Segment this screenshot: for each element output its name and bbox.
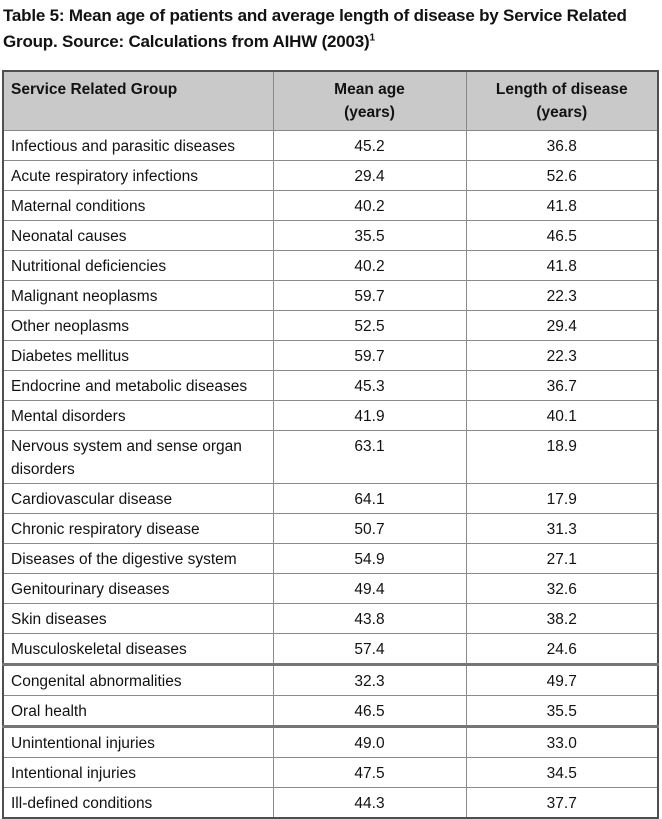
service-related-group-cell: Neonatal causes xyxy=(2,219,274,251)
column-header-service-related-group: Service Related Group xyxy=(2,70,274,131)
mean-age-cell: 50.7 xyxy=(272,512,467,544)
mean-age-cell: 57.4 xyxy=(272,632,467,665)
mean-age-cell: 29.4 xyxy=(272,159,467,191)
length-of-disease-cell: 32.6 xyxy=(465,572,659,604)
length-of-disease-cell: 49.7 xyxy=(465,662,659,696)
table-row: Other neoplasms 52.5 29.4 xyxy=(2,309,659,341)
table-row: Diabetes mellitus 59.7 22.3 xyxy=(2,339,659,371)
table-caption-text: Table 5: Mean age of patients and averag… xyxy=(3,6,627,51)
service-related-group-cell: Oral health xyxy=(2,694,274,727)
service-related-group-cell: Maternal conditions xyxy=(2,189,274,221)
column-header-mean-age: Mean age (years) xyxy=(272,70,467,131)
table-row: Neonatal causes 35.5 46.5 xyxy=(2,219,659,251)
length-of-disease-cell: 46.5 xyxy=(465,219,659,251)
length-of-disease-cell: 18.9 xyxy=(465,429,659,484)
mean-age-cell: 59.7 xyxy=(272,279,467,311)
column-header-label: Length of disease xyxy=(495,81,628,98)
table-row: Oral health 46.5 35.5 xyxy=(2,694,659,727)
mean-age-cell: 35.5 xyxy=(272,219,467,251)
header-row: Service Related Group Mean age (years) L… xyxy=(2,70,659,131)
table-row: Infectious and parasitic diseases 45.2 36.… xyxy=(2,129,659,161)
service-related-group-cell: Cardiovascular disease xyxy=(2,482,274,514)
length-of-disease-cell: 52.6 xyxy=(465,159,659,191)
service-related-group-cell: Skin diseases xyxy=(2,602,274,634)
length-of-disease-cell: 24.6 xyxy=(465,632,659,665)
mean-age-cell: 52.5 xyxy=(272,309,467,341)
length-of-disease-cell: 41.8 xyxy=(465,189,659,221)
table-row: Malignant neoplasms 59.7 22.3 xyxy=(2,279,659,311)
mean-age-cell: 41.9 xyxy=(272,399,467,431)
table-row: Mental disorders 41.9 40.1 xyxy=(2,399,659,431)
column-header-label: Service Related Group xyxy=(11,81,178,98)
table-row: Acute respiratory infections 29.4 52.6 xyxy=(2,159,659,191)
mean-age-cell: 45.3 xyxy=(272,369,467,401)
column-header-unit: (years) xyxy=(536,104,588,121)
column-header-length-of-disease: Length of disease (years) xyxy=(465,70,659,131)
service-related-group-cell: Congenital abnormalities xyxy=(2,662,274,696)
table-row: Congenital abnormalities 32.3 49.7 xyxy=(2,662,659,696)
table-row: Genitourinary diseases 49.4 32.6 xyxy=(2,572,659,604)
srg-table: Service Related Group Mean age (years) L… xyxy=(2,70,659,819)
service-related-group-cell: Malignant neoplasms xyxy=(2,279,274,311)
table-row: Skin diseases 43.8 38.2 xyxy=(2,602,659,634)
mean-age-cell: 49.0 xyxy=(272,724,467,758)
table-row: Nutritional deficiencies 40.2 41.8 xyxy=(2,249,659,281)
mean-age-cell: 63.1 xyxy=(272,429,467,484)
length-of-disease-cell: 31.3 xyxy=(465,512,659,544)
mean-age-cell: 49.4 xyxy=(272,572,467,604)
mean-age-cell: 46.5 xyxy=(272,694,467,727)
length-of-disease-cell: 22.3 xyxy=(465,279,659,311)
column-header-label: Mean age xyxy=(334,81,405,98)
length-of-disease-cell: 33.0 xyxy=(465,724,659,758)
service-related-group-cell: Acute respiratory infections xyxy=(2,159,274,191)
table-body: Infectious and parasitic diseases 45.2 36.… xyxy=(2,129,659,818)
service-related-group-cell: Other neoplasms xyxy=(2,309,274,341)
table-row: Nervous system and sense organ disorders… xyxy=(2,429,659,484)
service-related-group-cell: Musculoskeletal diseases xyxy=(2,632,274,665)
service-related-group-cell: Diabetes mellitus xyxy=(2,339,274,371)
table-row: Endocrine and metabolic diseases 45.3 36.7 xyxy=(2,369,659,401)
mean-age-cell: 40.2 xyxy=(272,189,467,221)
service-related-group-cell: Chronic respiratory disease xyxy=(2,512,274,544)
service-related-group-cell: Mental disorders xyxy=(2,399,274,431)
table-row: Maternal conditions 40.2 41.8 xyxy=(2,189,659,221)
length-of-disease-cell: 27.1 xyxy=(465,542,659,574)
table-row: Cardiovascular disease 64.1 17.9 xyxy=(2,482,659,514)
mean-age-cell: 59.7 xyxy=(272,339,467,371)
length-of-disease-cell: 40.1 xyxy=(465,399,659,431)
mean-age-cell: 45.2 xyxy=(272,129,467,161)
length-of-disease-cell: 22.3 xyxy=(465,339,659,371)
mean-age-cell: 40.2 xyxy=(272,249,467,281)
length-of-disease-cell: 34.5 xyxy=(465,756,659,788)
service-related-group-cell: Intentional injuries xyxy=(2,756,274,788)
table-row: Chronic respiratory disease 50.7 31.3 xyxy=(2,512,659,544)
length-of-disease-cell: 36.7 xyxy=(465,369,659,401)
footnote-marker: 1 xyxy=(369,32,376,44)
length-of-disease-cell: 41.8 xyxy=(465,249,659,281)
service-related-group-cell: Genitourinary diseases xyxy=(2,572,274,604)
service-related-group-cell: Diseases of the digestive system xyxy=(2,542,274,574)
service-related-group-cell: Unintentional injuries xyxy=(2,724,274,758)
table-row: Unintentional injuries 49.0 33.0 xyxy=(2,724,659,758)
table-caption: Table 5: Mean age of patients and averag… xyxy=(0,0,659,55)
mean-age-cell: 47.5 xyxy=(272,756,467,788)
table-row: Diseases of the digestive system 54.9 27.1 xyxy=(2,542,659,574)
mean-age-cell: 32.3 xyxy=(272,662,467,696)
mean-age-cell: 54.9 xyxy=(272,542,467,574)
table-row: Musculoskeletal diseases 57.4 24.6 xyxy=(2,632,659,665)
length-of-disease-cell: 38.2 xyxy=(465,602,659,634)
length-of-disease-cell: 35.5 xyxy=(465,694,659,727)
table-row: Intentional injuries 47.5 34.5 xyxy=(2,756,659,788)
length-of-disease-cell: 29.4 xyxy=(465,309,659,341)
service-related-group-cell: Infectious and parasitic diseases xyxy=(2,129,274,161)
service-related-group-cell: Endocrine and metabolic diseases xyxy=(2,369,274,401)
column-header-unit: (years) xyxy=(344,104,395,121)
length-of-disease-cell: 17.9 xyxy=(465,482,659,514)
service-related-group-cell: Nutritional deficiencies xyxy=(2,249,274,281)
length-of-disease-cell: 36.8 xyxy=(465,129,659,161)
service-related-group-cell: Nervous system and sense organ disorders xyxy=(2,429,274,484)
mean-age-cell: 43.8 xyxy=(272,602,467,634)
mean-age-cell: 64.1 xyxy=(272,482,467,514)
